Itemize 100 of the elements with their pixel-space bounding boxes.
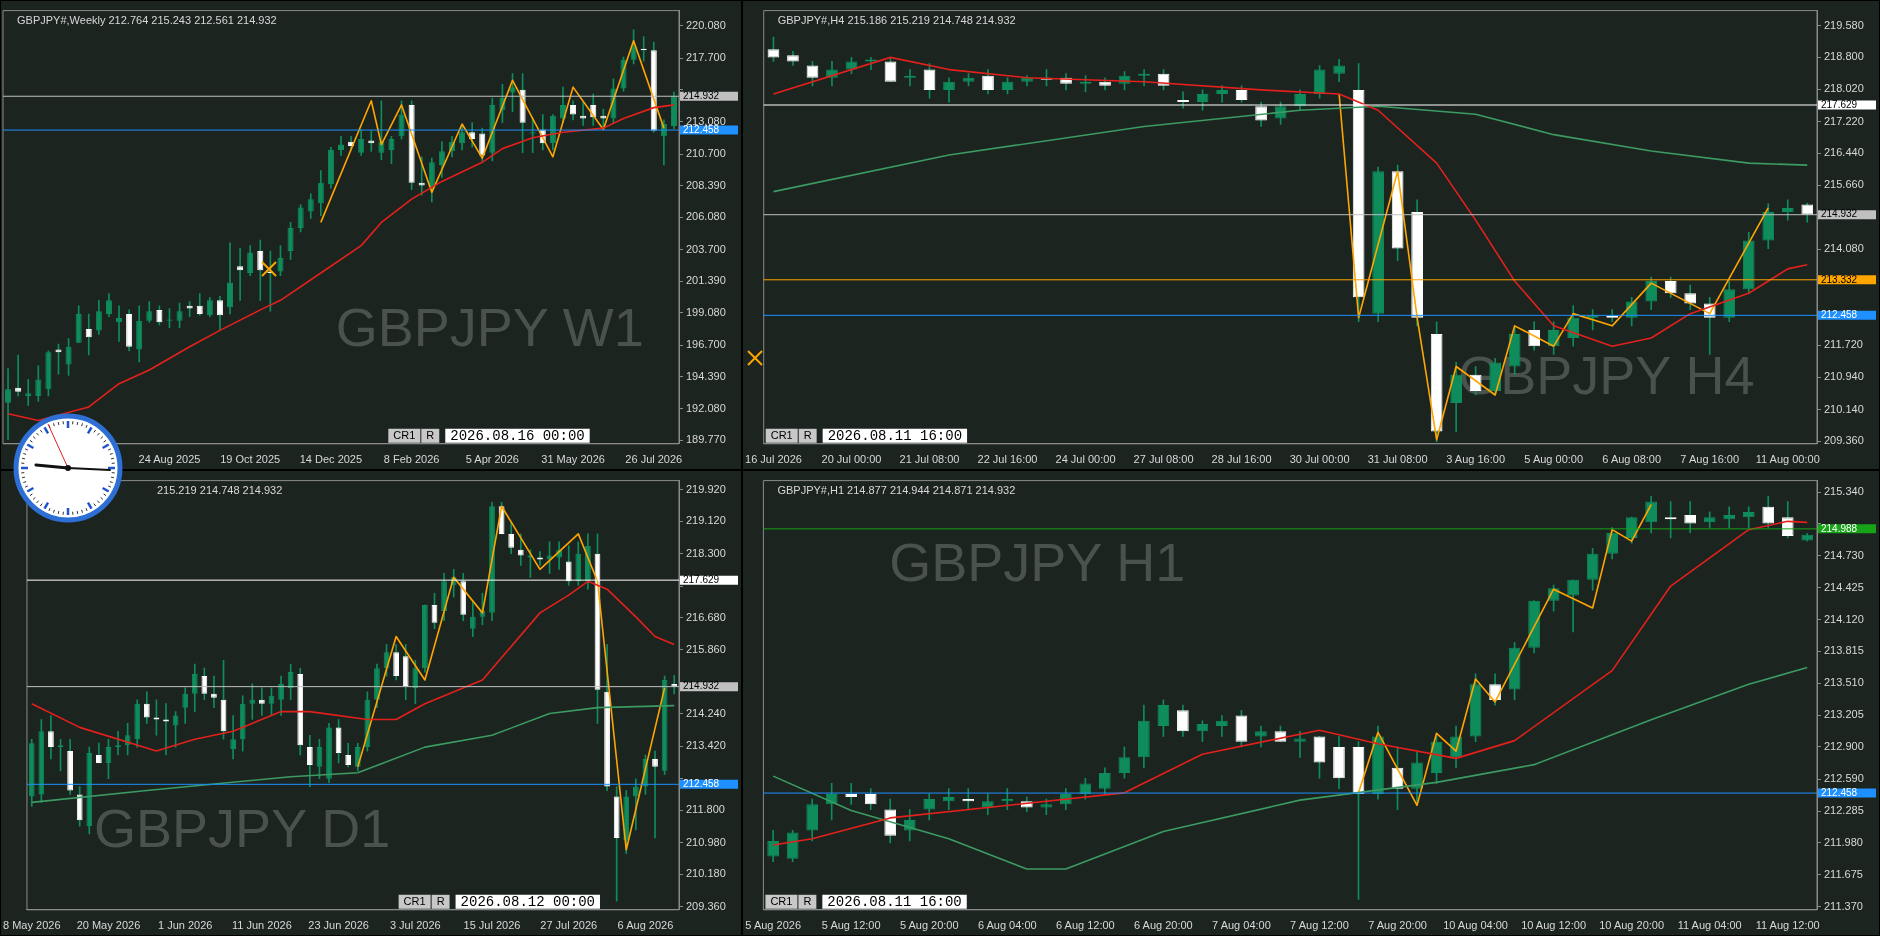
- x-tick-label: 11 Aug 00:00: [1755, 453, 1820, 466]
- y-tick-label: 192.080: [686, 401, 726, 414]
- x-tick-label: 8 Feb 2026: [383, 453, 440, 466]
- annotation: CR1: [770, 428, 793, 441]
- chart-title: GBPJPY#,H4 215.186 215.219 214.748 214.932: [777, 13, 1016, 26]
- x-tick-label: 5 Aug 12:00: [821, 919, 881, 932]
- y-tick-label: 211.675: [1824, 867, 1863, 880]
- x-tick-label: 6 Aug 08:00: [1602, 453, 1662, 466]
- annotation: CR1: [393, 428, 416, 441]
- candlestick: [1742, 506, 1755, 528]
- x-tick-label: 22 Jul 16:00: [977, 453, 1038, 466]
- y-tick-label: 215.340: [1824, 485, 1864, 498]
- y-tick-label: 196.700: [686, 338, 726, 351]
- x-tick-label: 8 May 2026: [3, 919, 61, 932]
- x-tick-label: 31 May 2026: [541, 453, 605, 466]
- y-tick-label: 213.205: [1824, 708, 1864, 721]
- y-tick-label: 211.720: [1824, 338, 1863, 351]
- y-tick-label: 209.360: [686, 899, 726, 912]
- x-tick-label: 20 May 2026: [76, 919, 141, 932]
- x-tick-label: 15 Jul 2026: [463, 919, 521, 932]
- y-tick-label: 206.080: [686, 210, 726, 223]
- y-tick-label: 218.800: [1824, 50, 1864, 63]
- ref-line-label: 214.932: [683, 90, 720, 102]
- annotation: CR1: [770, 894, 793, 907]
- x-tick-label: 6 Aug 2026: [617, 919, 674, 932]
- x-tick-label: 27 Jul 08:00: [1133, 453, 1194, 466]
- x-tick-label: 11 Aug 04:00: [1677, 919, 1742, 932]
- y-tick-label: 199.080: [686, 305, 726, 318]
- y-tick-label: 210.180: [686, 867, 726, 880]
- x-tick-label: 24 Aug 2025: [138, 453, 201, 466]
- y-tick-label: 218.020: [1824, 82, 1864, 95]
- x-tick-label: 27 Jul 2026: [540, 919, 598, 932]
- y-tick-label: 210.700: [686, 147, 726, 160]
- x-tick-label: 11 Jun 2026: [232, 919, 292, 932]
- chart-title: GBPJPY#,H1 214.877 214.944 214.871 214.932: [777, 483, 1016, 496]
- x-tick-label: 21 Jul 08:00: [899, 453, 960, 466]
- candlestick: [845, 783, 858, 805]
- x-tick-label: 6 Aug 20:00: [1134, 919, 1193, 932]
- y-tick-label: 203.700: [686, 242, 726, 255]
- candlestick: [5, 368, 12, 441]
- y-tick-label: 213.420: [686, 739, 726, 752]
- y-tick-label: 215.860: [686, 643, 726, 656]
- x-tick-label: 10 Aug 12:00: [1521, 919, 1587, 932]
- x-tick-label: 5 Aug 2026: [745, 919, 801, 932]
- y-tick-label: 209.360: [1824, 434, 1864, 447]
- y-tick-label: 219.120: [686, 514, 726, 527]
- y-tick-label: 218.300: [686, 546, 726, 559]
- y-tick-label: 219.920: [686, 482, 726, 495]
- annotation: R: [436, 894, 445, 907]
- y-tick-label: 210.980: [686, 835, 726, 848]
- y-tick-label: 216.680: [686, 610, 726, 623]
- candlestick: [1216, 715, 1228, 737]
- x-tick-label: 7 Aug 16:00: [1680, 453, 1740, 466]
- x-tick-label: 6 Aug 12:00: [1055, 919, 1115, 932]
- annotation: CR1: [403, 894, 426, 907]
- y-tick-label: 212.900: [1824, 739, 1864, 752]
- x-tick-label: 7 Aug 04:00: [1212, 919, 1271, 932]
- ref-line-label: 217.629: [1821, 98, 1858, 110]
- annotation: 2026.08.11 16:00: [827, 893, 962, 910]
- annotation: R: [803, 894, 812, 907]
- y-tick-label: 219.580: [1824, 18, 1864, 31]
- candlestick: [25, 379, 32, 406]
- x-tick-label: 3 Jul 2026: [389, 919, 441, 932]
- y-tick-label: 215.660: [1824, 178, 1864, 191]
- annotation: 2026.08.11 16:00: [827, 427, 963, 444]
- candlestick: [211, 675, 217, 708]
- x-tick-label: 31 Jul 08:00: [1367, 453, 1428, 466]
- ref-line-label: 212.458: [1821, 786, 1858, 798]
- y-tick-label: 214.730: [1824, 548, 1864, 561]
- y-tick-label: 201.390: [686, 274, 726, 287]
- candlestick: [1723, 506, 1736, 528]
- y-tick-label: 213.510: [1824, 676, 1864, 689]
- ref-line-label: 212.458: [1821, 309, 1858, 321]
- y-tick-label: 210.940: [1824, 370, 1864, 383]
- candlestick: [580, 101, 587, 126]
- y-tick-label: 212.285: [1824, 804, 1864, 817]
- y-tick-label: 211.370: [1824, 899, 1863, 912]
- ref-line-label: 214.988: [1821, 522, 1858, 534]
- x-tick-label: 26 Jul 2026: [625, 453, 683, 466]
- y-tick-label: 212.590: [1824, 772, 1864, 785]
- x-tick-label: 28 Jul 16:00: [1211, 453, 1272, 466]
- x-tick-label: 24 Jul 00:00: [1055, 453, 1116, 466]
- y-tick-label: 216.440: [1824, 146, 1864, 159]
- x-tick-label: 5 Aug 20:00: [899, 919, 959, 932]
- ref-line-label: 214.932: [1821, 208, 1858, 220]
- y-tick-label: 210.140: [1824, 402, 1864, 415]
- y-tick-label: 214.425: [1824, 580, 1864, 593]
- x-tick-label: 3 Aug 16:00: [1446, 453, 1506, 466]
- ref-line-label: 213.332: [1821, 273, 1858, 285]
- annotation: R: [426, 428, 435, 441]
- ref-line-label: 212.458: [683, 778, 720, 790]
- ref-line-label: 214.932: [683, 680, 720, 692]
- annotation: 2026.08.16 00:00: [450, 427, 585, 444]
- y-tick-label: 217.700: [686, 51, 726, 64]
- y-tick-label: 220.080: [686, 18, 726, 31]
- x-tick-label: 10 Aug 20:00: [1599, 919, 1665, 932]
- y-tick-label: 189.770: [686, 433, 726, 446]
- x-tick-label: 30 Jul 00:00: [1289, 453, 1350, 466]
- x-tick-label: 16 Jul 2026: [745, 453, 802, 466]
- y-tick-label: 211.980: [1824, 836, 1863, 848]
